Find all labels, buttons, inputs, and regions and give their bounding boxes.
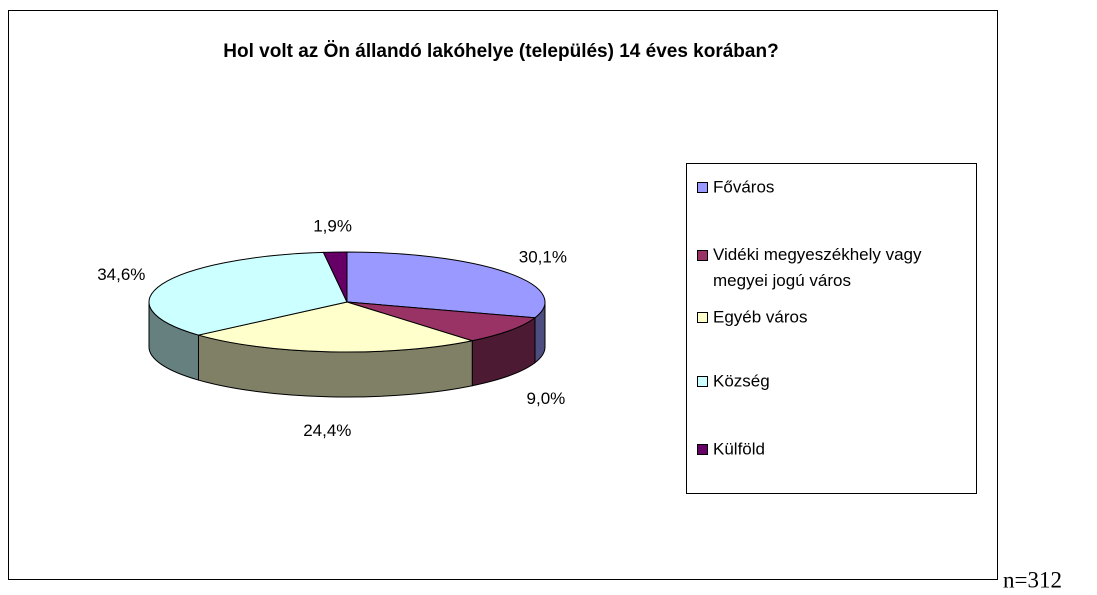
data-label: 9,0%: [527, 389, 566, 408]
pie-slice: [346, 301, 537, 342]
pie-slice: [346, 251, 546, 319]
pie-slice: [198, 301, 473, 353]
legend-swatch: [697, 250, 708, 261]
legend-label: Község: [713, 371, 770, 390]
pie-slice: [322, 251, 348, 303]
legend-label: Vidéki megyeszékhely vagy megyei jogú vár…: [713, 245, 922, 290]
legend-swatch: [697, 376, 708, 387]
data-label: 24,4%: [303, 421, 351, 440]
legend-swatch: [697, 312, 708, 323]
legend-label: Egyéb város: [713, 307, 808, 326]
legend-swatch: [697, 182, 708, 193]
legend-label: Főváros: [713, 177, 774, 196]
pie-slice: [148, 251, 348, 336]
data-label: 30,1%: [519, 248, 567, 267]
data-label: 1,9%: [313, 217, 352, 236]
sample-note: n=312: [1003, 567, 1062, 592]
pie-tops: [148, 251, 546, 353]
legend-label: Külföld: [713, 439, 765, 458]
data-label: 34,6%: [97, 265, 145, 284]
legend-swatch: [697, 444, 708, 455]
legend-box: [686, 163, 977, 494]
chart-title: Hol volt az Ön állandó lakóhelye (telepü…: [223, 41, 778, 62]
